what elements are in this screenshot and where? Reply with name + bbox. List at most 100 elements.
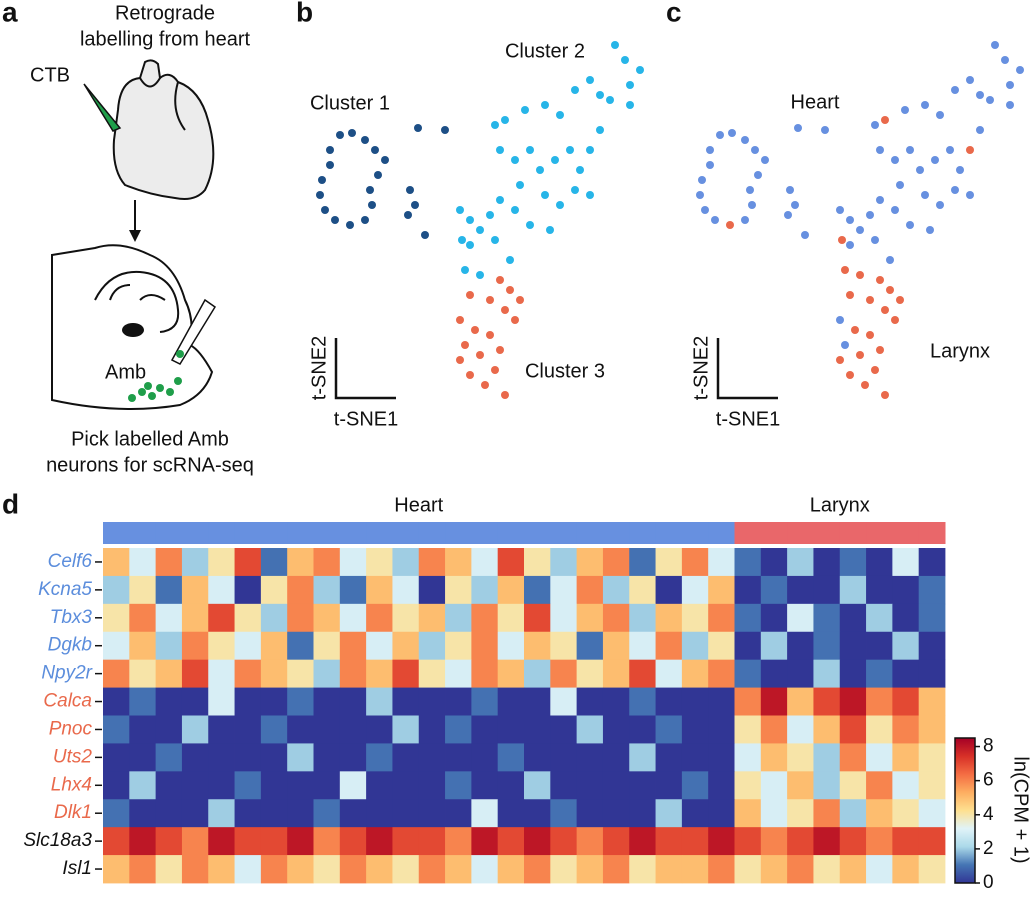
heatmap-cell	[524, 827, 551, 856]
heatmap-cell	[760, 855, 788, 884]
heatmap-cell	[366, 659, 393, 688]
heatmap-cell	[366, 548, 393, 577]
heatmap-cell	[813, 827, 841, 856]
heatmap-cell	[681, 575, 709, 605]
heatmap-cell	[497, 659, 525, 688]
heatmap-cell	[760, 827, 788, 856]
heatmap-cell	[602, 659, 630, 688]
heatmap-cell	[445, 575, 472, 605]
heatmap-cell	[602, 743, 630, 772]
heatmap-cell	[445, 659, 472, 688]
cell-point	[541, 101, 549, 109]
heatmap-cell	[524, 855, 551, 884]
cell-point	[576, 166, 584, 174]
cell-point	[411, 201, 419, 209]
heatmap-cell	[787, 799, 814, 828]
group-bar	[655, 522, 683, 544]
heatmap-cell	[471, 659, 499, 688]
heatmap-cell	[313, 631, 341, 661]
group-bar	[524, 522, 551, 544]
heatmap-cell	[602, 771, 630, 800]
heatmap-cell	[366, 715, 393, 744]
heatmap-cell	[181, 743, 209, 772]
cell-point	[606, 96, 614, 104]
heatmap-cell	[445, 743, 472, 772]
cell-point	[466, 291, 474, 299]
heatmap-cell	[392, 687, 420, 716]
heatmap-cell	[445, 799, 472, 828]
cell-point	[414, 124, 422, 132]
heatmap-cell	[655, 548, 683, 577]
heatmap-cell	[708, 548, 735, 577]
heatmap-cell	[550, 771, 578, 800]
heatmap-cell	[629, 743, 656, 772]
cell-point	[786, 186, 794, 194]
cell-point	[526, 221, 534, 229]
heatmap-cell	[576, 659, 604, 688]
heatmap-cell	[392, 631, 420, 661]
heatmap-cell	[681, 715, 709, 744]
heatmap-cell	[918, 771, 946, 800]
heatmap-cell	[392, 715, 420, 744]
cell-point	[381, 156, 389, 164]
heatmap-cell	[418, 659, 446, 688]
heatmap-cell	[339, 631, 367, 661]
group-bar	[497, 522, 525, 544]
heatmap-cell	[260, 575, 288, 605]
heatmap-cell	[181, 575, 209, 605]
heatmap-cell	[839, 799, 867, 828]
heatmap-cell	[839, 575, 867, 605]
heatmap-cell	[445, 603, 472, 633]
heatmap-cell	[129, 687, 157, 716]
cell-point	[331, 216, 339, 224]
group-bar	[708, 522, 735, 544]
cell-point	[866, 331, 874, 339]
cell-point	[491, 366, 499, 374]
heatmap-cell	[339, 687, 367, 716]
cell-point	[866, 296, 874, 304]
group-bar	[260, 522, 288, 544]
heatmap-cell	[313, 715, 341, 744]
heatmap-cell	[103, 771, 130, 800]
heatmap-cell	[366, 771, 393, 800]
heatmap-cell	[445, 827, 472, 856]
heatmap-cell	[287, 715, 314, 744]
cell-point	[838, 236, 846, 244]
y-axis-label: t-SNE2	[690, 336, 712, 400]
heatmap-cell	[629, 799, 656, 828]
heatmap-cell	[524, 687, 551, 716]
gene-label: Calca	[43, 691, 92, 712]
heatmap-cell	[234, 548, 262, 577]
heatmap-cell	[366, 631, 393, 661]
heatmap-cell	[760, 715, 788, 744]
heatmap-cell	[208, 715, 235, 744]
group-bar	[155, 522, 183, 544]
cell-point	[916, 166, 924, 174]
heatmap-cell	[234, 799, 262, 828]
cell-point	[501, 116, 509, 124]
heatmap-cell	[418, 827, 446, 856]
heatmap-cell	[260, 548, 288, 577]
heatmap-cell	[708, 743, 735, 772]
cell-point	[841, 266, 849, 274]
heatmap-cell	[392, 855, 420, 884]
heatmap-cell	[418, 575, 446, 605]
heatmap-cell	[708, 715, 735, 744]
cell-point	[976, 126, 984, 134]
heatmap-cell	[918, 743, 946, 772]
group-bar	[129, 522, 157, 544]
group-bar	[734, 522, 762, 544]
heatmap-cell	[629, 659, 656, 688]
heatmap-cell	[103, 603, 130, 633]
heatmap-cell	[234, 603, 262, 633]
heatmap-cell	[813, 631, 841, 661]
heatmap-cell	[497, 548, 525, 577]
heatmap-cell	[445, 687, 472, 716]
cell-point	[726, 221, 734, 229]
heatmap-cell	[339, 855, 367, 884]
heatmap-cell	[839, 771, 867, 800]
heatmap-cell	[787, 771, 814, 800]
cell-point	[966, 76, 974, 84]
heatmap-cell	[550, 799, 578, 828]
